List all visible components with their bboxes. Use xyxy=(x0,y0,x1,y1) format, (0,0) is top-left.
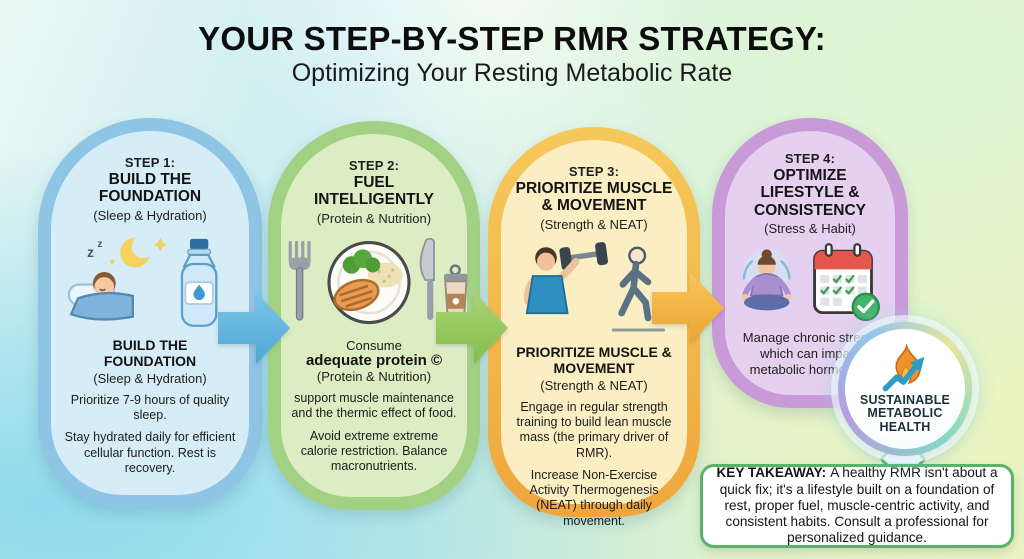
step-3-category: (Strength & NEAT) xyxy=(540,216,648,232)
step-4-label: STEP 4: xyxy=(784,151,836,166)
arrow-step3-to-step4 xyxy=(652,272,724,344)
step-2-title: FUEL INTELLIGENTLY xyxy=(314,174,434,209)
step-2-point-2: Avoid extreme extreme calorie restrictio… xyxy=(300,428,448,474)
step-1-card-body: STEP 1: BUILD THE FOUNDATION (Sleep & Hy… xyxy=(51,131,249,495)
step-2-body-category: (Protein & Nutrition) xyxy=(316,369,432,385)
step-2-body-heading-regular: Consume xyxy=(346,337,402,353)
arrow-step1-to-step2 xyxy=(218,292,290,364)
meditation-calendar-icon xyxy=(742,243,881,322)
badge-line-2: METABOLIC xyxy=(867,406,943,421)
key-takeaway-box: KEY TAKEAWAY: A healthy RMR isn't about a… xyxy=(700,464,1014,548)
step-3-label: STEP 3: xyxy=(568,164,620,179)
svg-text:z: z xyxy=(87,245,94,260)
step-1-point-2: Stay hydrated daily for efficient cellul… xyxy=(64,430,236,475)
sustainable-metabolic-health-badge: SUSTAINABLE METABOLIC HEALTH xyxy=(838,322,972,456)
strength-movement-icon xyxy=(523,241,666,332)
step-2-label: STEP 2: xyxy=(348,158,400,173)
page-title: YOUR STEP-BY-STEP RMR STRATEGY: xyxy=(198,20,826,57)
badge-ring: SUSTAINABLE METABOLIC HEALTH xyxy=(838,322,972,456)
sleep-hydration-icon: z z xyxy=(64,232,236,328)
step-1-body-category: (Sleep & Hydration) xyxy=(93,370,207,386)
step-3-card-body: STEP 3: PRIORITIZE MUSCLE & MOVEMENT (St… xyxy=(501,140,687,528)
step-2-card: STEP 2: FUEL INTELLIGENTLY (Protein & Nu… xyxy=(268,121,480,510)
step-4-title: OPTIMIZE LIFESTYLE & CONSISTENCY xyxy=(754,167,866,219)
strength-movement-icon xyxy=(510,241,678,335)
step-4-category: (Stress & Habit) xyxy=(764,221,856,237)
page-subtitle: Optimizing Your Resting Metabolic Rate xyxy=(291,59,733,87)
step-1-point-1: Prioritize 7-9 hours of quality sleep. xyxy=(70,392,230,423)
step-1-title: BUILD THE FOUNDATION xyxy=(98,171,202,206)
badge-line-1: SUSTAINABLE xyxy=(859,392,951,407)
key-takeaway-body: A healthy RMR isn't about a quick fix; i… xyxy=(719,465,998,546)
key-takeaway-label: KEY TAKEAWAY: xyxy=(716,465,827,481)
badge-content: SUSTAINABLE METABOLIC HEALTH xyxy=(845,329,965,449)
step-3-title: PRIORITIZE MUSCLE & MOVEMENT xyxy=(515,180,673,215)
meal-plate-icon xyxy=(279,235,469,330)
step-3-body-category: (Strength & NEAT) xyxy=(540,377,648,393)
meal-plate-icon xyxy=(288,237,468,324)
sleep-hydration-icon: z z xyxy=(67,235,218,327)
step-2-body-heading-bold: adequate protein © xyxy=(305,351,443,369)
step-3-point-2: Increase Non-Exercise Activity Thermogen… xyxy=(529,467,659,528)
step-2-category: (Protein & Nutrition) xyxy=(316,210,432,226)
badge-line-3: HEALTH xyxy=(879,419,931,434)
step-3-card: STEP 3: PRIORITIZE MUSCLE & MOVEMENT (St… xyxy=(488,127,700,528)
flame-uptrend-arrow-icon xyxy=(882,343,925,392)
step-1-label: STEP 1: xyxy=(124,155,176,170)
svg-text:z: z xyxy=(97,239,102,250)
step-3-point-1: Engage in regular strength training to b… xyxy=(516,399,672,460)
step-2-point-1: support muscle maintenance and the therm… xyxy=(291,391,457,421)
step-1-category: (Sleep & Hydration) xyxy=(93,207,207,223)
meditation-calendar-icon xyxy=(730,242,890,324)
key-takeaway-text: KEY TAKEAWAY: A healthy RMR isn't about a… xyxy=(712,465,1002,547)
step-3-body-heading: PRIORITIZE MUSCLE & MOVEMENT xyxy=(516,343,672,376)
arrow-step2-to-step3 xyxy=(436,292,508,364)
step-1-body-heading: BUILD THE FOUNDATION xyxy=(103,336,197,369)
